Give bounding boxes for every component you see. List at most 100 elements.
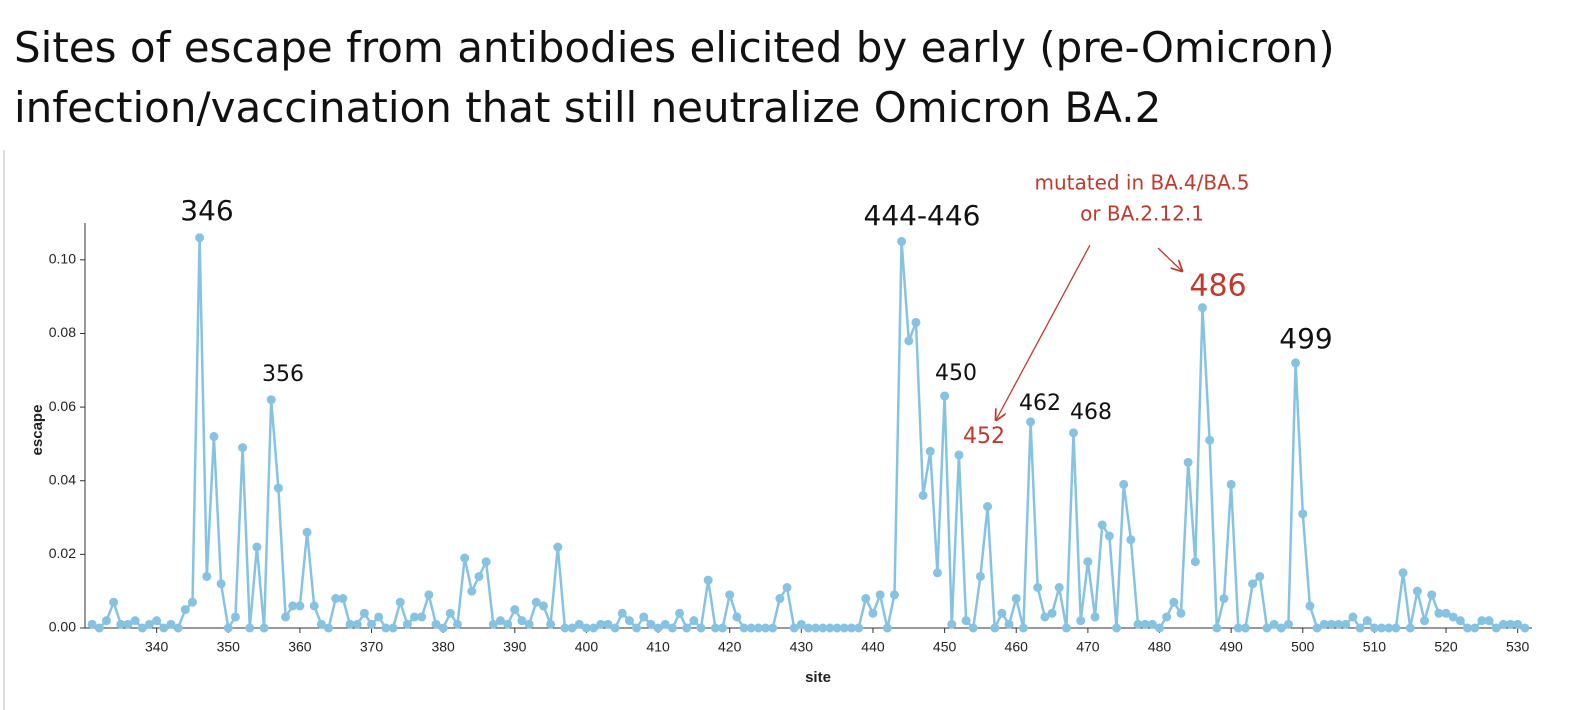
data-point	[732, 612, 742, 622]
data-point	[632, 623, 642, 633]
annotation: 468	[1070, 400, 1112, 425]
x-tick-label: 380	[431, 639, 455, 655]
data-point	[682, 623, 692, 633]
data-point	[1026, 417, 1036, 427]
data-point	[603, 619, 613, 629]
data-point	[1040, 612, 1050, 622]
data-point	[1047, 608, 1057, 618]
data-point	[452, 619, 462, 629]
data-point	[109, 597, 119, 607]
data-point	[1162, 612, 1172, 622]
data-point	[1391, 623, 1401, 633]
data-point	[460, 553, 470, 563]
data-point	[1169, 597, 1179, 607]
x-tick-label: 520	[1434, 639, 1458, 655]
data-point	[746, 623, 756, 633]
data-point	[1061, 623, 1071, 633]
data-point	[710, 623, 720, 633]
series-line	[91, 236, 1526, 630]
data-point	[1491, 623, 1501, 633]
data-point	[997, 608, 1007, 618]
data-point	[1498, 619, 1508, 629]
data-point	[940, 391, 950, 401]
data-point	[1384, 623, 1394, 633]
data-point	[1441, 608, 1451, 618]
annotation: 462	[1019, 391, 1061, 416]
data-point	[481, 557, 491, 567]
data-point	[1219, 594, 1229, 604]
data-point	[1018, 623, 1028, 633]
data-point	[309, 601, 319, 611]
y-tick-label: 0.00	[49, 619, 76, 635]
annotation: 486	[1189, 269, 1246, 304]
data-point	[316, 619, 326, 629]
data-point	[137, 623, 147, 633]
x-tick-label: 480	[1148, 639, 1172, 655]
data-point	[1248, 579, 1258, 589]
data-point	[266, 395, 276, 405]
data-point	[918, 490, 928, 500]
data-point	[1155, 623, 1165, 633]
data-point	[503, 619, 513, 629]
data-point	[1520, 623, 1530, 633]
data-point	[1104, 531, 1114, 541]
data-point	[624, 616, 634, 626]
data-point	[101, 616, 111, 626]
data-point	[990, 623, 1000, 633]
data-point	[230, 612, 240, 622]
data-point	[610, 623, 620, 633]
data-point	[388, 623, 398, 633]
data-point	[295, 601, 305, 611]
data-point	[273, 483, 283, 493]
data-point	[1326, 619, 1336, 629]
data-point	[474, 571, 484, 581]
data-point	[868, 608, 878, 618]
x-tick-label: 460	[1005, 639, 1029, 655]
x-tick-label: 350	[217, 639, 241, 655]
data-point	[846, 623, 856, 633]
data-point	[495, 616, 505, 626]
chart-title: infection/vaccination that still neutral…	[14, 83, 1161, 132]
data-point	[395, 597, 405, 607]
data-point	[1470, 623, 1480, 633]
x-tick-label: 470	[1076, 639, 1100, 655]
y-tick-label: 0.10	[49, 251, 76, 267]
data-point	[1334, 619, 1344, 629]
data-point	[1355, 623, 1365, 633]
x-tick-label: 340	[145, 639, 169, 655]
data-point	[1463, 623, 1473, 633]
data-point	[281, 612, 291, 622]
annotation: 346	[180, 194, 233, 227]
data-point	[596, 619, 606, 629]
data-point	[1477, 616, 1487, 626]
data-point	[324, 623, 334, 633]
data-point	[123, 619, 133, 629]
data-point	[660, 619, 670, 629]
data-point	[1448, 612, 1458, 622]
data-point	[1269, 619, 1279, 629]
data-point	[546, 619, 556, 629]
data-point	[1226, 479, 1236, 489]
data-point	[1434, 608, 1444, 618]
data-point	[209, 432, 219, 442]
data-point	[402, 619, 412, 629]
data-point	[1205, 435, 1215, 445]
data-point	[861, 594, 871, 604]
data-point	[1362, 616, 1372, 626]
data-point	[1176, 608, 1186, 618]
data-point	[1319, 619, 1329, 629]
data-point	[187, 597, 197, 607]
data-point	[1090, 612, 1100, 622]
data-point	[159, 623, 169, 633]
data-point	[1183, 457, 1193, 467]
data-point	[804, 623, 813, 633]
data-point	[832, 623, 842, 633]
data-point	[1312, 623, 1322, 633]
data-point	[1255, 571, 1265, 581]
data-point	[1398, 568, 1408, 578]
data-point	[245, 623, 255, 633]
data-point	[703, 575, 713, 585]
annotation: 450	[935, 361, 977, 386]
data-point	[718, 623, 728, 633]
